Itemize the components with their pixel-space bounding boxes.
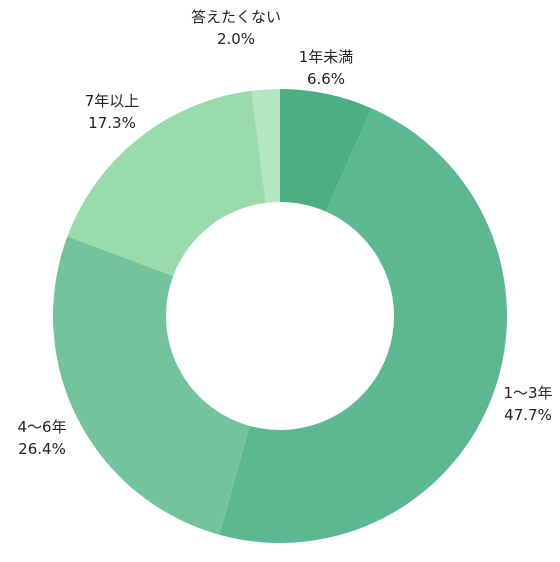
slice-label-1: 1年未満: [299, 48, 354, 66]
slice-label-3: 4～6年: [17, 418, 66, 436]
slice-label-4: 7年以上: [85, 92, 140, 110]
donut-slice-2: [219, 108, 507, 543]
slice-value-label-2: 47.7%: [504, 406, 552, 424]
slice-value-label-5: 2.0%: [217, 30, 255, 48]
slice-value-label-3: 26.4%: [18, 440, 66, 458]
slice-value-label-1: 6.6%: [307, 70, 345, 88]
slice-value-label-4: 17.3%: [88, 114, 136, 132]
donut-slice-3: [53, 236, 250, 535]
slice-label-2: 1～3年: [503, 384, 552, 402]
donut-slice-5: [251, 89, 280, 203]
donut-slice-1: [280, 89, 372, 212]
slice-label-5: 答えたくない: [191, 8, 281, 26]
donut-slice-4: [67, 90, 266, 277]
